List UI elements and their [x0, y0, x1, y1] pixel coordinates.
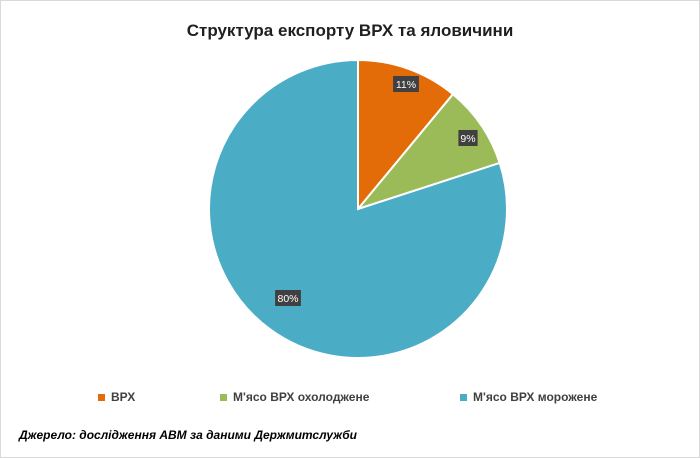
legend-label-vrkh: ВРХ [111, 390, 136, 404]
legend-item-frozen: М'ясо ВРХ морожене [460, 390, 597, 404]
legend-swatch-vrkh [98, 393, 105, 401]
data-label-frozen-box [275, 290, 301, 306]
pie-slice-chilled [355, 92, 501, 212]
legend-item-vrkh: ВРХ [98, 390, 135, 404]
chart-legend: ВРХ М'ясо ВРХ охолоджене М'ясо ВРХ морож… [1, 390, 699, 408]
legend-label-frozen: М'ясо ВРХ морожене [473, 390, 598, 404]
data-label-vrkh-box [393, 76, 419, 92]
pie-data-labels: 11% 9% 80% [275, 76, 478, 306]
pie-slice-frozen [208, 58, 508, 359]
data-label-chilled: 9% [458, 130, 478, 146]
legend-item-chilled: М'ясо ВРХ охолоджене [220, 390, 369, 404]
data-label-vrkh: 11% [393, 76, 419, 92]
chart-title: Структура експорту ВРХ та яловичини [186, 21, 514, 40]
legend-swatch-chilled [220, 393, 227, 401]
data-label-frozen: 80% [275, 290, 301, 306]
data-label-vrkh-text: 11% [396, 79, 416, 91]
pie-slice-vrkh [357, 58, 455, 212]
legend-swatch-frozen [460, 393, 467, 401]
source-note: Джерело: дослідження АВМ за даними Держм… [19, 428, 357, 442]
data-label-frozen-text: 80% [277, 293, 298, 305]
data-label-chilled-text: 9% [460, 133, 475, 145]
pie-slices [208, 58, 508, 359]
legend-label-chilled: М'ясо ВРХ охолоджене [233, 390, 370, 404]
data-label-chilled-box [458, 130, 478, 146]
